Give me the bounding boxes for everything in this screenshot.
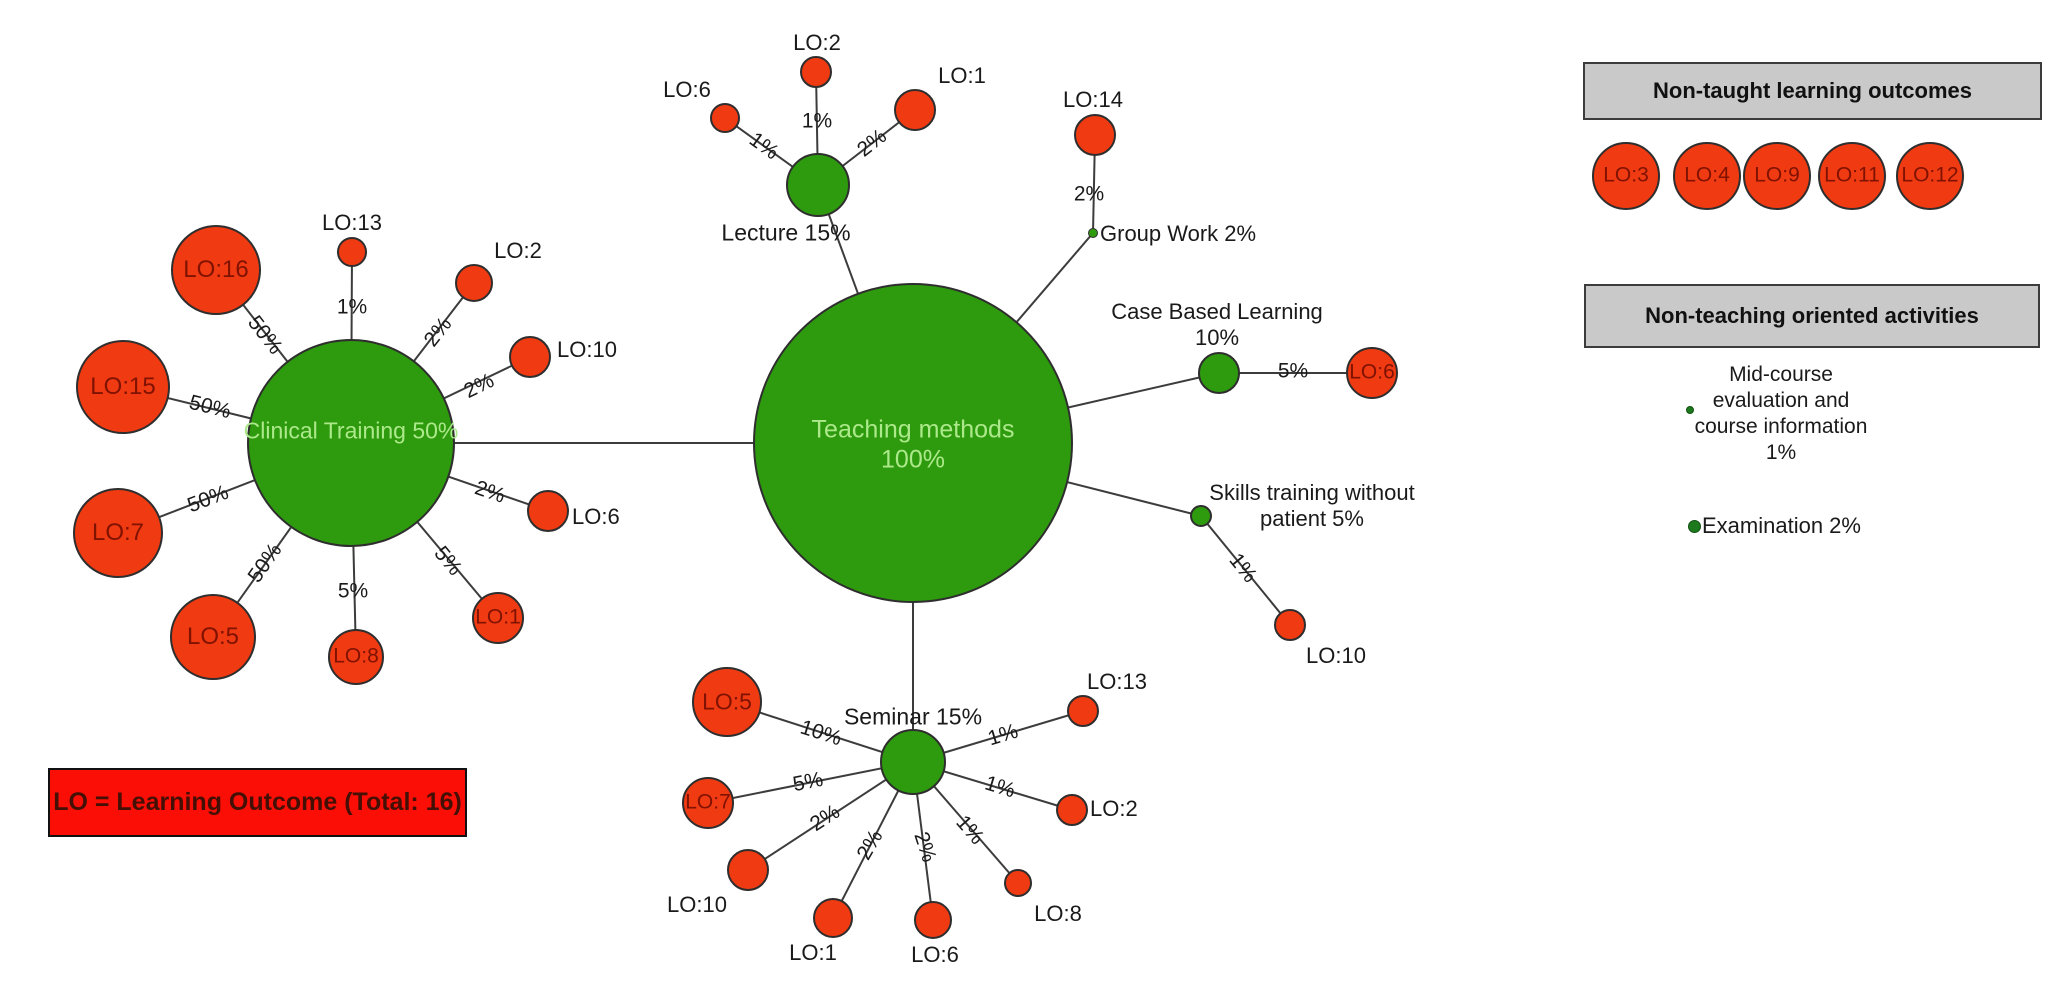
edge-label-seminar-seminar-lo7: 5% xyxy=(790,767,826,797)
node-seminar-lo5 xyxy=(692,667,762,737)
non-taught-header: Non-taught learning outcomes xyxy=(1583,62,2042,120)
legend-label: LO = Learning Outcome (Total: 16) xyxy=(53,788,462,816)
node-case-based-learning xyxy=(1198,352,1240,394)
node-lecture-lo1 xyxy=(894,89,936,131)
node-lecture xyxy=(786,153,850,217)
node-clinical-lo13 xyxy=(337,237,367,267)
node-label-clinical-lo10: LO:10 xyxy=(557,337,617,363)
mid-course-dot xyxy=(1686,406,1694,414)
non-teaching-header: Non-teaching oriented activities xyxy=(1584,284,2040,348)
node-label-seminar-lo8: LO:8 xyxy=(1034,901,1082,927)
node-clinical-lo8 xyxy=(328,629,384,685)
node-label-lecture-lo2: LO:2 xyxy=(793,30,841,56)
node-label-seminar-lo13: LO:13 xyxy=(1087,669,1147,695)
node-clinical-training xyxy=(247,339,455,547)
node-teaching-methods xyxy=(753,283,1073,603)
node-lecture-lo2 xyxy=(800,56,832,88)
edge-label-case-based-learning-casebased-lo6: 5% xyxy=(1277,359,1309,383)
node-label-group-work: Group Work 2% xyxy=(1100,221,1257,247)
node-label-clinical-lo6: LO:6 xyxy=(572,504,620,530)
node-seminar xyxy=(880,729,946,795)
node-seminar-lo13 xyxy=(1067,695,1099,727)
node-label-clinical-lo8: LO:8 xyxy=(333,644,379,668)
node-label-nontaught-lo3: LO:3 xyxy=(1603,163,1649,187)
node-label-nontaught-lo12: LO:12 xyxy=(1901,163,1959,187)
node-label-skills-lo10: LO:10 xyxy=(1306,643,1366,669)
node-label-seminar-lo10: LO:10 xyxy=(667,892,727,918)
edge-skills-training-skills-lo10 xyxy=(1200,515,1291,626)
node-label-clinical-training: Clinical Training 50% xyxy=(243,417,459,444)
node-label-clinical-lo1: LO:1 xyxy=(475,605,521,629)
node-clinical-lo1 xyxy=(472,592,524,644)
edge-label-clinical-training-clinical-lo13: 1% xyxy=(336,295,368,319)
node-label-groupwork-lo14: LO:14 xyxy=(1063,87,1123,113)
node-label-lecture-lo6: LO:6 xyxy=(663,77,711,103)
node-lecture-lo6 xyxy=(710,103,740,133)
node-label-nontaught-lo11: LO:11 xyxy=(1824,163,1880,187)
node-label-clinical-lo15: LO:15 xyxy=(90,372,156,400)
node-label-seminar-lo1: LO:1 xyxy=(789,940,837,966)
node-label-seminar: Seminar 15% xyxy=(843,703,983,730)
node-nontaught-lo3 xyxy=(1592,142,1660,210)
node-seminar-lo7 xyxy=(682,777,734,829)
legend-box: LO = Learning Outcome (Total: 16) xyxy=(48,768,467,837)
node-clinical-lo10 xyxy=(509,336,551,378)
node-nontaught-lo4 xyxy=(1673,142,1741,210)
node-label-lecture: Lecture 15% xyxy=(721,219,851,246)
examination-dot xyxy=(1688,520,1701,533)
node-clinical-lo15 xyxy=(76,340,170,434)
edge-label-group-work-groupwork-lo14: 2% xyxy=(1073,182,1105,206)
node-label-skills-training: Skills training without patient 5% xyxy=(1209,480,1415,531)
mid-course-label: Mid-course evaluation and course informa… xyxy=(1694,362,1868,465)
node-label-teaching-methods: Teaching methods 100% xyxy=(811,415,1015,474)
node-nontaught-lo9 xyxy=(1743,142,1811,210)
node-label-clinical-lo7: LO:7 xyxy=(91,518,145,546)
node-label-clinical-lo2: LO:2 xyxy=(494,238,542,264)
node-label-clinical-lo16: LO:16 xyxy=(183,255,249,283)
node-label-seminar-lo6: LO:6 xyxy=(911,942,959,968)
node-label-casebased-lo6: LO:6 xyxy=(1349,360,1395,384)
node-nontaught-lo11 xyxy=(1818,142,1886,210)
node-clinical-lo2 xyxy=(455,264,493,302)
node-label-case-based-learning: Case Based Learning 10% xyxy=(1111,299,1323,350)
node-label-seminar-lo7: LO:7 xyxy=(685,790,731,814)
edge-label-lecture-lecture-lo2: 1% xyxy=(801,109,833,133)
edge-label-clinical-training-clinical-lo8: 5% xyxy=(337,579,369,603)
node-clinical-lo6 xyxy=(527,490,569,532)
node-label-nontaught-lo4: LO:4 xyxy=(1684,163,1730,187)
node-skills-training xyxy=(1190,505,1212,527)
node-seminar-lo2 xyxy=(1056,794,1088,826)
node-seminar-lo1 xyxy=(813,898,853,938)
node-clinical-lo5 xyxy=(170,594,256,680)
node-seminar-lo6 xyxy=(914,901,952,939)
node-seminar-lo10 xyxy=(727,849,769,891)
node-group-work xyxy=(1088,228,1098,238)
node-label-nontaught-lo9: LO:9 xyxy=(1754,163,1800,187)
node-casebased-lo6 xyxy=(1346,347,1398,399)
node-seminar-lo8 xyxy=(1004,869,1032,897)
examination-label: Examination 2% xyxy=(1702,513,1861,538)
node-groupwork-lo14 xyxy=(1074,114,1116,156)
non-teaching-title: Non-teaching oriented activities xyxy=(1645,303,1979,328)
node-label-lecture-lo1: LO:1 xyxy=(938,63,986,89)
node-label-clinical-lo5: LO:5 xyxy=(186,622,240,650)
node-clinical-lo7 xyxy=(73,488,163,578)
non-taught-title: Non-taught learning outcomes xyxy=(1653,78,1972,103)
edge-seminar-seminar-lo7 xyxy=(707,761,914,804)
node-skills-lo10 xyxy=(1274,609,1306,641)
node-label-seminar-lo2: LO:2 xyxy=(1090,796,1138,822)
node-label-seminar-lo5: LO:5 xyxy=(702,688,752,715)
node-clinical-lo16 xyxy=(171,225,261,315)
node-nontaught-lo12 xyxy=(1896,142,1964,210)
node-label-clinical-lo13: LO:13 xyxy=(322,210,382,236)
